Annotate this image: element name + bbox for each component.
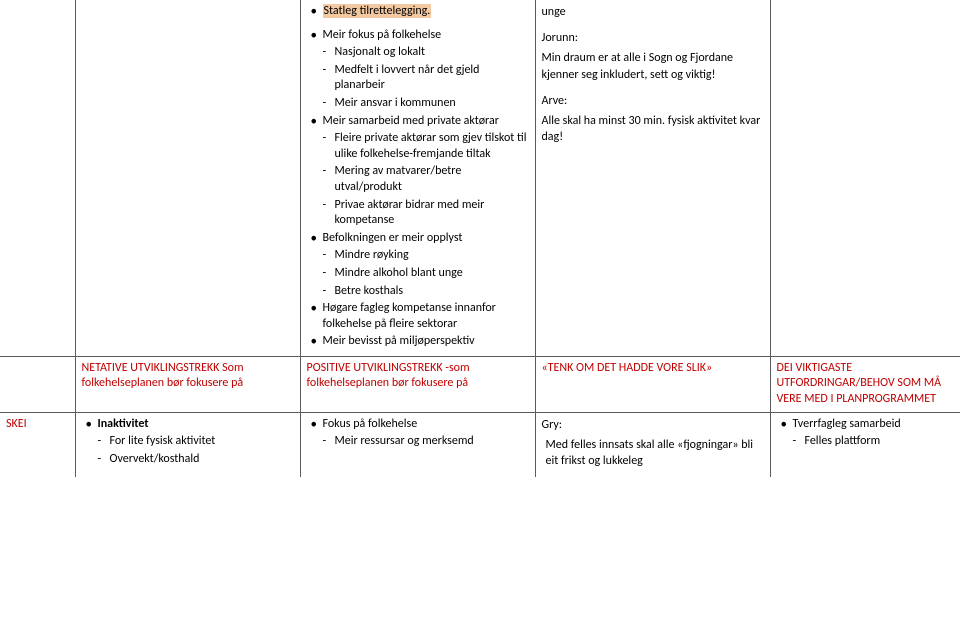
- continuation-text: unge: [542, 4, 764, 20]
- arve-label: Arve:: [542, 93, 764, 109]
- dash-item: Betre kosthals: [307, 284, 529, 300]
- cell-c-r1: unge Jorunn: Min draum er at alle i Sogn…: [535, 0, 770, 356]
- bullet-item: Meir samarbeid med private aktørar: [307, 114, 529, 130]
- cell-c-r3: Gry: Med felles innsats skal alle «fjogn…: [535, 412, 770, 477]
- dash-item: Privae aktørar bidrar med meir kompetans…: [307, 198, 529, 229]
- jorunn-label: Jorunn:: [542, 30, 764, 46]
- bullet-text: Inaktivitet: [98, 417, 149, 431]
- cell-b-r1: Statleg tilrettelegging. Meir fokus på f…: [300, 0, 535, 356]
- jorunn-text: Min draum er at alle i Sogn og Fjordane …: [542, 50, 764, 82]
- table-row: NETATIVE UTVIKLINGSTREKK Som folkehelsep…: [0, 356, 960, 412]
- cell-label-r2: [0, 356, 75, 412]
- bullet-item: Befolkningen er meir opplyst: [307, 231, 529, 247]
- bullet-item: Meir fokus på folkehelse: [307, 28, 529, 44]
- bullet-item: Inaktivitet: [82, 417, 294, 433]
- highlighted-text: Statleg tilrettelegging.: [323, 4, 432, 18]
- bullet-item: Statleg tilrettelegging.: [307, 4, 529, 20]
- cell-d-r3: Tverrfagleg samarbeid Felles plattform: [770, 412, 960, 477]
- cell-b-r3: Fokus på folkehelse Meir ressursar og me…: [300, 412, 535, 477]
- header-tenk-om: «TENK OM DET HADDE VORE SLIK»: [535, 356, 770, 412]
- dash-item: Felles plattform: [777, 434, 954, 450]
- cell-a-r1: [75, 0, 300, 356]
- dash-item: Meir ansvar i kommunen: [307, 96, 529, 112]
- bullet-item: Meir bevisst på miljøperspektiv: [307, 334, 529, 350]
- document-table: Statleg tilrettelegging. Meir fokus på f…: [0, 0, 960, 477]
- dash-item: Nasjonalt og lokalt: [307, 45, 529, 61]
- cell-label-r1: [0, 0, 75, 356]
- gry-text: Med felles innsats skal alle «fjogningar…: [542, 437, 764, 469]
- bullet-item: Tverrfagleg samarbeid: [777, 417, 954, 433]
- dash-item: Fleire private aktørar som gjev tilskot …: [307, 131, 529, 162]
- dash-item: Mindre alkohol blant unge: [307, 266, 529, 282]
- header-positive: POSITIVE UTVIKLINGSTREKK -som folkehelse…: [300, 356, 535, 412]
- dash-item: Meir ressursar og merksemd: [307, 434, 529, 450]
- bullet-item: Fokus på folkehelse: [307, 417, 529, 433]
- dash-item: Mindre røyking: [307, 248, 529, 264]
- header-utfordringar: DEI VIKTIGASTE UTFORDRINGAR/BEHOV SOM MÅ…: [770, 356, 960, 412]
- bullet-item: Høgare fagleg kompetanse innanfor folkeh…: [307, 301, 529, 332]
- dash-item: For lite fysisk aktivitet: [82, 434, 294, 450]
- table-row: SKEI Inaktivitet For lite fysisk aktivit…: [0, 412, 960, 477]
- table-row: Statleg tilrettelegging. Meir fokus på f…: [0, 0, 960, 356]
- header-negative: NETATIVE UTVIKLINGSTREKK Som folkehelsep…: [75, 356, 300, 412]
- row-label-skei: SKEI: [0, 412, 75, 477]
- cell-a-r3: Inaktivitet For lite fysisk aktivitet Ov…: [75, 412, 300, 477]
- dash-item: Medfelt i lovvert når det gjeld planarbe…: [307, 63, 529, 94]
- cell-d-r1: [770, 0, 960, 356]
- dash-item: Mering av matvarer/betre utval/produkt: [307, 164, 529, 195]
- gry-label: Gry:: [542, 417, 764, 433]
- arve-text: Alle skal ha minst 30 min. fysisk aktivi…: [542, 113, 764, 145]
- dash-item: Overvekt/kosthald: [82, 452, 294, 468]
